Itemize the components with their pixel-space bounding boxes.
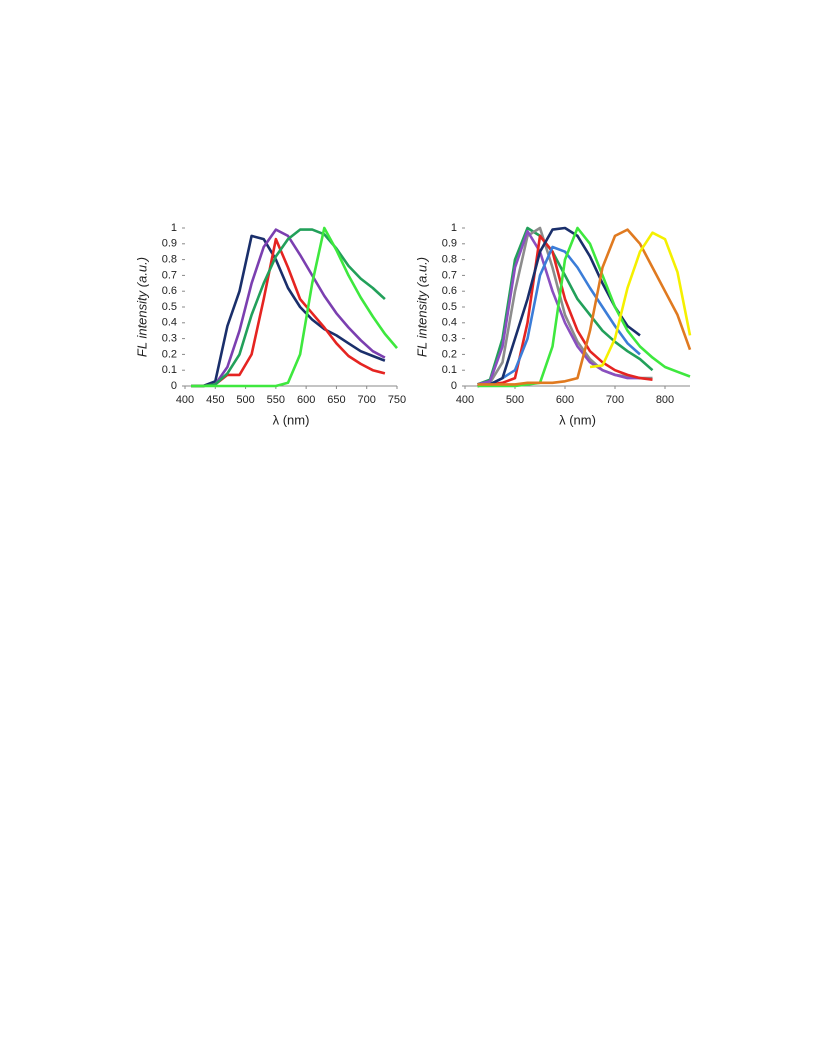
y-tick-label: 0.1 bbox=[162, 364, 177, 376]
y-axis-label: FL intensity (a.u.) bbox=[134, 257, 149, 357]
x-tick-label: 650 bbox=[327, 394, 345, 406]
y-tick-label: 0.8 bbox=[442, 254, 457, 266]
y-tick-label: 0.9 bbox=[162, 238, 177, 250]
x-axis-label: λ (nm) bbox=[273, 412, 310, 427]
x-tick-label: 600 bbox=[556, 394, 574, 406]
y-tick-label: 0 bbox=[451, 380, 457, 392]
y-tick-label: 0.6 bbox=[162, 285, 177, 297]
y-tick-label: 0.3 bbox=[162, 333, 177, 345]
y-tick-label: 0.6 bbox=[442, 285, 457, 297]
series-line bbox=[191, 234, 386, 388]
y-tick-label: 0.1 bbox=[442, 364, 457, 376]
y-tick-label: 0 bbox=[171, 380, 177, 392]
x-tick-label: 750 bbox=[388, 394, 406, 406]
y-tick-label: 1 bbox=[171, 222, 177, 234]
y-tick-label: 1 bbox=[451, 222, 457, 234]
y-tick-label: 0.5 bbox=[442, 301, 457, 313]
x-tick-label: 500 bbox=[506, 394, 524, 406]
series-line bbox=[191, 228, 386, 388]
x-tick-label: 500 bbox=[236, 394, 254, 406]
y-tick-label: 0.9 bbox=[442, 238, 457, 250]
y-tick-label: 0.7 bbox=[442, 269, 457, 281]
x-tick-label: 450 bbox=[206, 394, 224, 406]
series-line bbox=[191, 228, 386, 388]
y-tick-label: 0.7 bbox=[162, 269, 177, 281]
series-line bbox=[191, 226, 398, 388]
x-axis-label: λ (nm) bbox=[559, 412, 596, 427]
x-tick-label: 700 bbox=[606, 394, 624, 406]
x-tick-label: 800 bbox=[656, 394, 674, 406]
y-tick-label: 0.4 bbox=[442, 317, 457, 329]
series-line bbox=[477, 228, 692, 386]
y-tick-label: 0.2 bbox=[162, 348, 177, 360]
x-tick-label: 550 bbox=[267, 394, 285, 406]
series-line bbox=[477, 245, 641, 388]
y-tick-label: 0.3 bbox=[442, 333, 457, 345]
y-axis-label: FL intensity (a.u.) bbox=[414, 257, 429, 357]
x-tick-label: 700 bbox=[358, 394, 376, 406]
series-line bbox=[589, 231, 692, 369]
x-tick-label: 400 bbox=[456, 394, 474, 406]
y-tick-label: 0.2 bbox=[442, 348, 457, 360]
series-line bbox=[477, 226, 691, 388]
y-tick-label: 0.5 bbox=[162, 301, 177, 313]
x-tick-label: 400 bbox=[176, 394, 194, 406]
y-tick-label: 0.8 bbox=[162, 254, 177, 266]
series-line bbox=[477, 234, 653, 388]
x-tick-label: 600 bbox=[297, 394, 315, 406]
y-tick-label: 0.4 bbox=[162, 317, 177, 329]
